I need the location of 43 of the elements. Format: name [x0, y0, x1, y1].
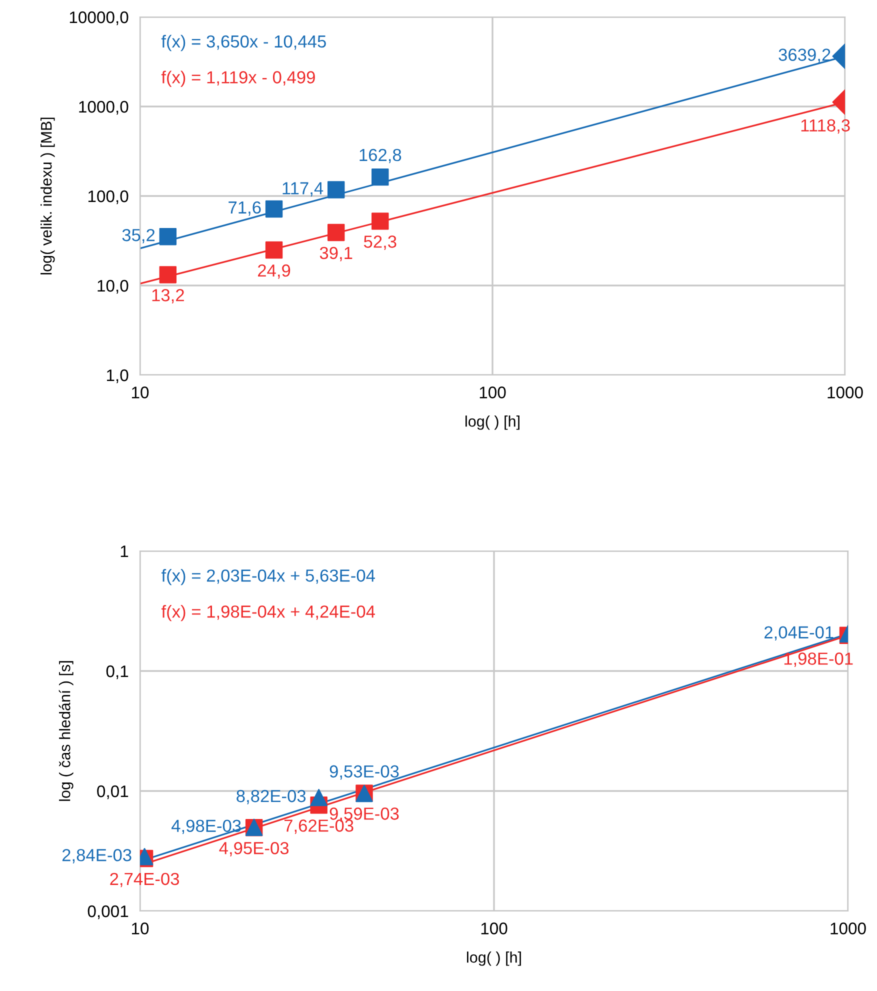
data-label: 39,1 [320, 246, 352, 262]
x-axis-title: log( ) [h] [466, 416, 520, 430]
y-axis-title: log ( čas hledání ) [s] [58, 661, 74, 801]
data-label: 2,04E-01 [764, 626, 834, 641]
y-tick-label: 0,1 [106, 665, 128, 680]
x-tick-label: 1000 [830, 922, 866, 934]
data-label: 9,53E-03 [330, 765, 399, 780]
data-label: 1118,3 [801, 119, 850, 134]
data-label: 2,74E-03 [110, 872, 180, 888]
y-tick-label: 0,01 [97, 785, 128, 800]
annotation: f(x) = 1,98E-04x + 4,24E-04 [161, 605, 375, 622]
x-tick-label: 100 [480, 386, 506, 398]
data-label: 2,84E-03 [62, 848, 132, 864]
data-label: 52,3 [364, 236, 396, 250]
data-label: 13,2 [152, 289, 184, 304]
y-tick-label: 1000,0 [79, 100, 128, 115]
y-tick-label: 1 [120, 546, 128, 558]
x-tick-label: 10 [132, 922, 149, 934]
data-label: 9,59E-03 [330, 808, 399, 822]
x-tick-label: 10 [132, 386, 149, 398]
x-tick-label: 100 [481, 922, 508, 934]
data-label: 4,95E-03 [219, 842, 289, 856]
y-tick-label: 10,0 [98, 280, 128, 294]
y-tick-label: 10000,0 [70, 11, 128, 26]
data-label: 4,98E-03 [172, 820, 241, 834]
annotation: f(x) = 2,03E-04x + 5,63E-04 [161, 569, 375, 586]
data-label: 1,98E-01 [784, 652, 853, 667]
annotation: f(x) = 3,650x - 10,445 [161, 34, 326, 52]
y-tick-label: 100,0 [88, 190, 128, 204]
y-axis-title: log( velik. indexu ) [MB] [40, 118, 55, 274]
data-label: 7,62E-03 [284, 820, 354, 834]
x-axis-title: log( ) [h] [467, 952, 521, 966]
data-label: 8,82E-03 [236, 790, 306, 804]
x-tick-label: 1000 [828, 386, 863, 398]
data-label: 162,8 [360, 148, 402, 164]
annotation: f(x) = 1,119x - 0,499 [161, 70, 315, 87]
data-label: 24,9 [258, 264, 290, 279]
data-label: 35,2 [122, 228, 155, 244]
data-label: 3639,2 [778, 48, 830, 63]
y-tick-label: 0,001 [88, 905, 128, 920]
data-label: 71,6 [228, 201, 261, 216]
y-tick-label: 1,0 [106, 369, 128, 384]
data-label: 117,4 [282, 182, 324, 196]
